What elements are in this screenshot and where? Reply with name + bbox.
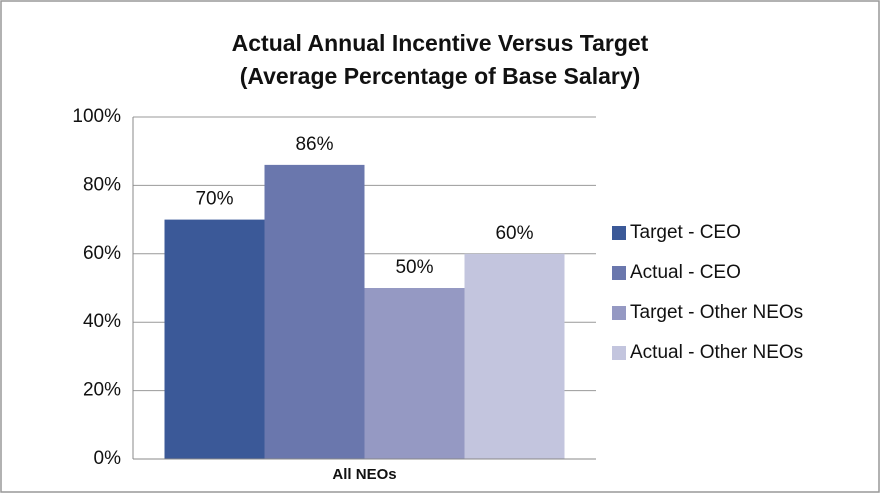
x-tick-label: All NEOs (332, 466, 396, 483)
bar (464, 253, 565, 459)
data-label: 70% (195, 189, 233, 210)
legend-swatch (612, 266, 626, 280)
legend-swatch (612, 226, 626, 240)
legend-label: Target - Other NEOs (630, 302, 803, 323)
y-tick-label: 60% (83, 243, 121, 264)
legend-label: Actual - CEO (630, 262, 741, 283)
bar (264, 164, 365, 459)
bar (164, 219, 265, 459)
data-label: 60% (495, 223, 533, 244)
y-tick-label: 100% (72, 106, 121, 127)
chart-title: Actual Annual Incentive Versus Target (232, 30, 649, 56)
y-tick-label: 40% (83, 311, 121, 332)
legend-swatch (612, 306, 626, 320)
bar (364, 288, 465, 459)
legend-label: Target - CEO (630, 222, 741, 243)
y-tick-label: 20% (83, 380, 121, 401)
legend-swatch (612, 346, 626, 360)
y-tick-label: 0% (94, 448, 122, 469)
legend-label: Actual - Other NEOs (630, 342, 803, 363)
chart-subtitle: (Average Percentage of Base Salary) (240, 63, 641, 89)
y-tick-label: 80% (83, 174, 121, 195)
data-label: 50% (395, 257, 433, 278)
data-label: 86% (295, 134, 333, 155)
